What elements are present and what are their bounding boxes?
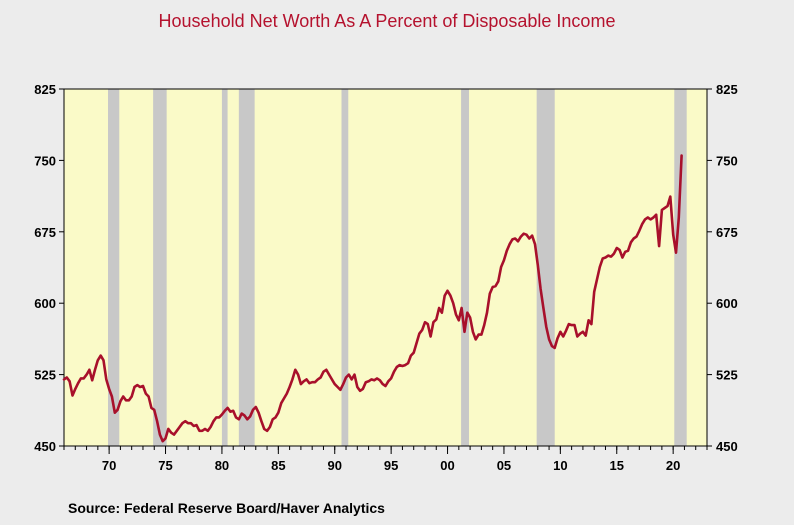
chart-title: Household Net Worth As A Percent of Disp… [159, 11, 616, 31]
y-tick-label-right-450: 450 [716, 439, 738, 454]
y-tick-label-right-825: 825 [716, 82, 738, 97]
plot-frame [63, 88, 708, 447]
x-tick-label-75: 75 [158, 458, 172, 473]
x-tick-label-95: 95 [384, 458, 398, 473]
y-tick-label-left-750: 750 [34, 153, 56, 168]
recession-band-4 [341, 89, 349, 446]
recession-band-7 [674, 89, 687, 446]
y-tick-label-right-750: 750 [716, 153, 738, 168]
recession-band-0 [107, 89, 120, 446]
y-tick-label-left-675: 675 [34, 225, 56, 240]
x-tick-label-05: 05 [497, 458, 511, 473]
x-tick-label-80: 80 [215, 458, 229, 473]
plot-area: 450 450 525 525 600 600 675 675 750 750 825 825 70 75… [34, 82, 737, 473]
y-tick-label-left-525: 525 [34, 368, 56, 383]
recession-band-6 [536, 89, 555, 446]
recession-band-2 [221, 89, 228, 446]
y-tick-label-right-675: 675 [716, 225, 738, 240]
x-tick-label-20: 20 [666, 458, 680, 473]
recession-band-1 [153, 89, 167, 446]
x-tick-label-70: 70 [102, 458, 116, 473]
y-tick-label-left-450: 450 [34, 439, 56, 454]
x-tick-label-90: 90 [328, 458, 342, 473]
series-line-0 [62, 154, 683, 443]
y-tick-label-right-525: 525 [716, 368, 738, 383]
recession-band-3 [238, 89, 255, 446]
x-tick-label-00: 00 [440, 458, 454, 473]
x-tick-label-15: 15 [610, 458, 624, 473]
recession-band-5 [461, 89, 469, 446]
y-tick-label-right-600: 600 [716, 296, 738, 311]
y-tick-label-left-600: 600 [34, 296, 56, 311]
chart-source: Source: Federal Reserve Board/Haver Anal… [68, 500, 385, 516]
x-tick-label-10: 10 [553, 458, 567, 473]
x-tick-label-85: 85 [271, 458, 285, 473]
y-tick-label-left-825: 825 [34, 82, 56, 97]
